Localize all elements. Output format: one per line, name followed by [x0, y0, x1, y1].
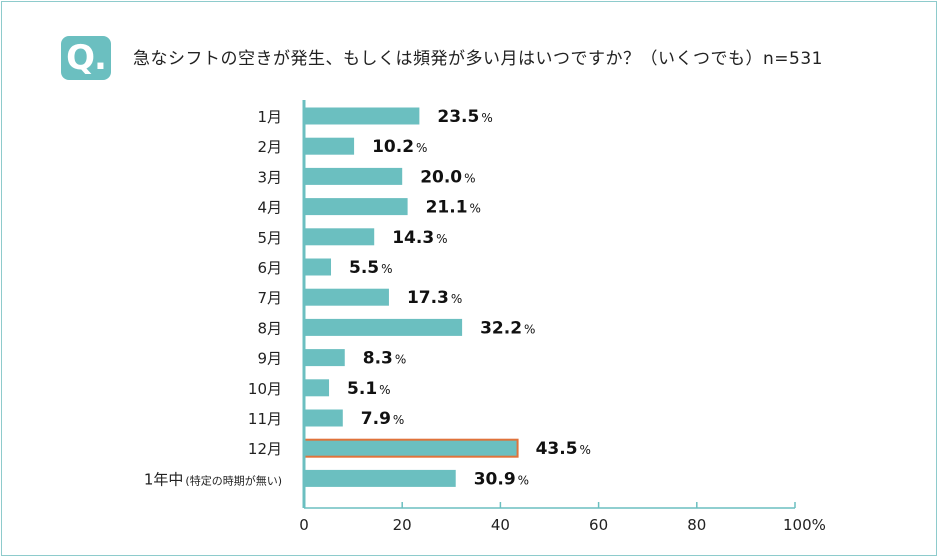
value-label-2: 10.2%	[372, 137, 427, 157]
value-label-3: 20.0%	[420, 167, 475, 187]
value-label-7: 17.3%	[407, 288, 462, 308]
bar-9	[304, 349, 345, 367]
category-label-6: 6月	[257, 259, 282, 277]
x-tick-label-80: 80	[687, 516, 706, 534]
category-main-text: 5月	[257, 229, 282, 247]
category-main-text: 2月	[257, 138, 282, 156]
category-label-9: 9月	[257, 350, 282, 368]
category-main-text: 10月	[248, 380, 282, 398]
category-label-1: 1月	[257, 108, 282, 126]
value-label-10: 5.1%	[347, 379, 391, 399]
category-label-13: 1年中 (特定の時期が無い)	[144, 470, 282, 488]
bar-11	[304, 409, 343, 427]
category-main-text: 3月	[257, 168, 282, 186]
category-main-text: 1年中	[144, 470, 184, 488]
bar-12	[303, 438, 519, 458]
bar-1	[304, 107, 420, 125]
x-tick-label-40: 40	[491, 516, 510, 534]
bar-10	[304, 379, 330, 397]
category-label-5: 5月	[257, 229, 282, 247]
category-main-text: 4月	[257, 199, 282, 217]
x-tick-label-60: 60	[589, 516, 608, 534]
value-label-1: 23.5%	[437, 107, 492, 127]
category-main-text: 8月	[257, 319, 282, 337]
bar-8	[304, 318, 463, 336]
category-sub-text: (特定の時期が無い)	[185, 473, 282, 487]
value-label-6: 5.5%	[349, 258, 393, 278]
category-main-text: 6月	[257, 259, 282, 277]
category-label-8: 8月	[257, 319, 282, 337]
question-badge: Q.	[61, 36, 111, 80]
category-label-4: 4月	[257, 199, 282, 217]
value-label-12: 43.5%	[536, 439, 591, 459]
category-label-3: 3月	[257, 168, 282, 186]
bar-3	[304, 167, 403, 185]
bars-layer	[303, 107, 519, 487]
question-title: 急なシフトの空きが発生、もしくは頻発が多い月はいつですか？（いくつでも）n=53…	[133, 49, 823, 69]
x-tick-label-20: 20	[393, 516, 412, 534]
category-label-10: 10月	[248, 380, 282, 398]
value-label-9: 8.3%	[363, 349, 407, 369]
value-label-11: 7.9%	[361, 409, 405, 429]
category-label-7: 7月	[257, 289, 282, 307]
category-main-text: 1月	[257, 108, 282, 126]
axis-layer	[302, 100, 796, 509]
value-label-8: 32.2%	[480, 318, 535, 338]
category-main-text: 11月	[248, 410, 282, 428]
bar-6	[304, 258, 332, 276]
bar-2	[304, 137, 355, 155]
x-tick-label-100: 100%	[783, 516, 826, 534]
category-label-12: 12月	[248, 440, 282, 458]
bar-5	[304, 228, 375, 246]
category-label-2: 2月	[257, 138, 282, 156]
bar-7	[304, 288, 389, 306]
x-tick-label-0: 0	[299, 516, 309, 534]
category-main-text: 7月	[257, 289, 282, 307]
category-label-11: 11月	[248, 410, 282, 428]
category-main-text: 9月	[257, 350, 282, 368]
labels-layer: 1月 23.5 % 2月 10.2 % 3月 20.0 % 4月 21.1 % 5月 14.3 % 6月 5.5…	[144, 107, 826, 534]
value-label-13: 30.9%	[474, 469, 529, 489]
bar-13	[304, 469, 456, 487]
value-label-4: 21.1%	[426, 198, 481, 218]
bar-4	[304, 198, 408, 216]
value-label-5: 14.3%	[392, 228, 447, 248]
category-main-text: 12月	[248, 440, 282, 458]
